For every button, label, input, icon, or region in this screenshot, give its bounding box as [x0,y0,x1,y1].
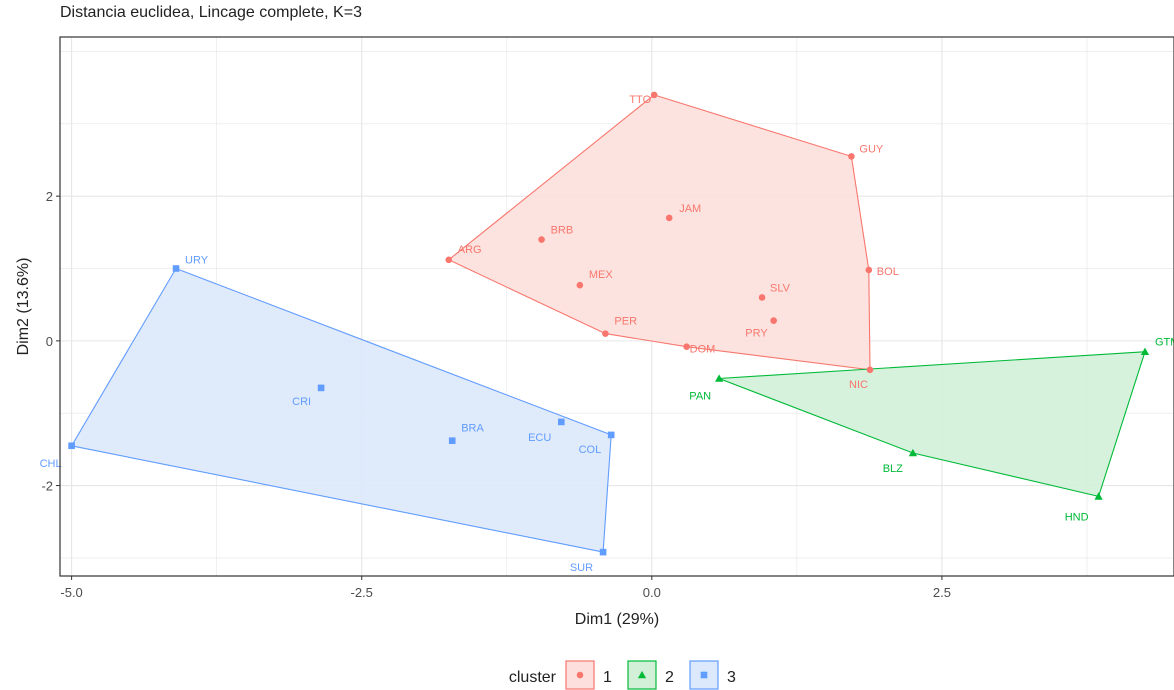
point-guy [848,153,855,160]
point-ury [172,265,180,272]
point-label-gtm: GTM [1155,337,1174,349]
chart-title: Distancia euclidea, Lincage complete, K=… [60,4,362,21]
legend-label-3: 3 [727,669,736,686]
point-blz [908,448,918,457]
point-cri [317,384,325,392]
legend-label-1: 1 [603,669,612,686]
data-points [68,91,1150,556]
x-tick-label: 0.0 [643,585,661,600]
point-bra [448,437,456,445]
point-arg [445,256,453,264]
point-bol [865,266,873,274]
cluster-1-hull [447,94,871,371]
point-mex [576,281,584,289]
point-label-per: PER [614,316,637,328]
x-tick-label: -2.5 [351,585,373,600]
point-label-hnd: HND [1065,511,1089,523]
plot-panel-border [59,36,1174,577]
point-label-jam: JAM [679,203,701,215]
point-col [607,431,615,439]
point-label-bra: BRA [461,423,484,435]
x-axis-title: Dim1 (29%) [575,611,659,628]
point-hnd [1094,492,1103,500]
point-jam [665,214,673,222]
point-pan [714,374,724,382]
legend: cluster 1 2 3 [509,660,736,690]
point-label-nic: NIC [849,379,868,391]
point-gtm [1140,347,1150,356]
point-labels: TTO GUY JAM BRB ARG BOL MEX SLV PRY PER DOM NIC PAN G… [40,94,1174,574]
point-ecu [558,418,565,426]
legend-marker-3 [700,671,708,679]
point-dom [683,343,690,350]
cluster-3-hull [70,267,612,553]
point-slv [758,294,766,301]
y-tick-label: 0 [46,334,53,349]
point-label-guy: GUY [859,143,884,155]
point-label-cri: CRI [292,396,311,408]
point-label-arg: ARG [458,244,482,256]
point-label-tto: TTO [629,94,651,106]
point-pry [770,317,777,324]
point-label-pan: PAN [689,390,711,402]
point-per [602,330,609,337]
point-label-chl: CHL [40,458,62,470]
point-tto [650,91,658,99]
x-tick-label: 2.5 [933,585,951,600]
y-tick-label: -2 [41,479,53,494]
point-nic [866,366,874,374]
y-tick-label: 2 [46,189,53,204]
point-label-col: COL [579,444,602,456]
legend-label-2: 2 [665,669,674,686]
point-label-ury: URY [185,255,209,267]
cluster-hulls [70,94,1146,553]
y-axis-title: Dim2 (13.6%) [15,258,32,356]
point-chl [68,442,75,450]
point-label-ecu: ECU [528,432,551,444]
point-label-pry: PRY [745,328,768,340]
point-label-slv: SLV [770,282,791,294]
legend-title: cluster [509,669,557,686]
point-label-bol: BOL [877,266,899,278]
point-label-dom: DOM [690,344,716,356]
point-label-mex: MEX [589,269,614,281]
axis-ticks: -5.0 -2.5 0.0 2.5 -2 0 2 [41,189,951,600]
legend-marker-1 [576,671,584,679]
point-label-brb: BRB [551,225,574,237]
point-brb [538,236,545,243]
x-tick-label: -5.0 [60,585,82,600]
point-sur [599,548,607,556]
point-label-sur: SUR [570,562,593,574]
point-label-blz: BLZ [883,463,903,475]
cluster-2-hull [718,351,1146,498]
legend-marker-2 [637,670,647,679]
